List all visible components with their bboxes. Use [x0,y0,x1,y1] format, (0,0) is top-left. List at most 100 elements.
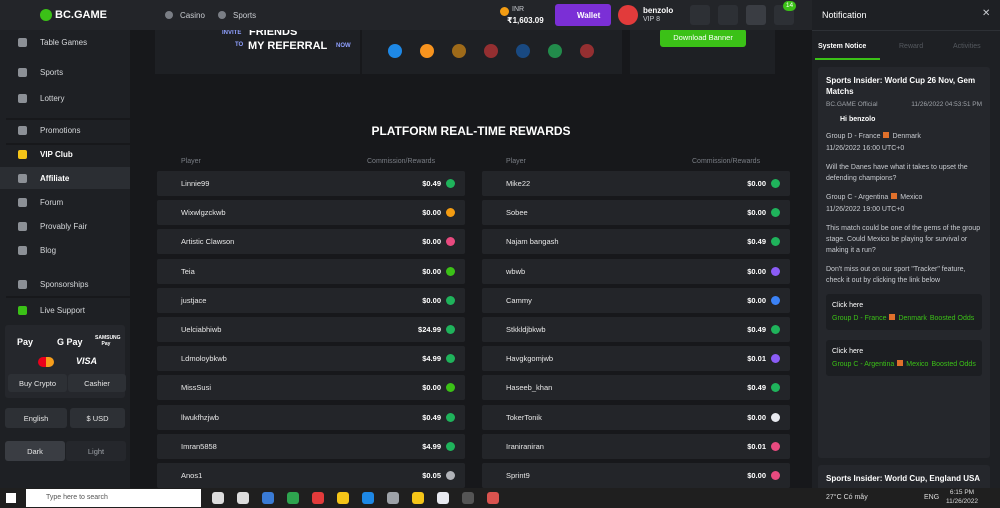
top-icon[interactable] [746,5,766,25]
taskbar-app[interactable] [212,492,224,504]
logo[interactable]: BC.GAME [55,9,107,21]
taskbar-app[interactable] [337,492,349,504]
download-button[interactable]: Download Banner [660,30,746,47]
currency[interactable]: INR [512,6,525,13]
reward-amount: $4.99 [422,354,441,364]
paragraph-text: This match could be one of the gems of t… [826,225,981,254]
tab[interactable]: Reward [899,43,924,50]
share-icon[interactable] [484,44,498,58]
username[interactable]: benzolo [643,6,674,15]
player-name: Artistic Clawson [181,237,235,247]
menu-item[interactable]: Provably Fair [0,215,130,237]
cashier[interactable]: Cashier [68,374,126,392]
taskbar-app[interactable] [237,492,249,504]
paragraph: This match could be one of the gems of t… [826,223,982,256]
taskbar-app[interactable] [362,492,374,504]
nav-link[interactable]: Sports [233,11,257,20]
menu-item[interactable]: Sports [0,61,130,83]
sidebar: Table Games Sports Lottery Promotions VIP Cl… [0,30,130,488]
taskbar-app[interactable] [487,492,499,504]
language-select[interactable]: English [5,408,67,428]
player-name: Havgkgomjwb [506,354,554,364]
banner-text: NOW [336,43,351,49]
reward-row: Sprint9 $0.00 [482,463,790,488]
theme-light[interactable]: Light [66,441,126,461]
reward-amount: $0.49 [747,325,766,334]
link-detail: Group D - France Denmark Boosted Odds [832,313,976,324]
buy-crypto[interactable]: Buy Crypto [8,374,67,392]
notice-card[interactable]: Sports Insider: World Cup, England USA [818,465,990,488]
menu-item[interactable]: Sponsorships [0,273,130,295]
paragraph: 11/26/2022 16:00 UTC+0 [826,143,982,154]
card-meta: BC.GAME Official 11/26/2022 04:53:51 PM [826,101,982,108]
notice-card[interactable]: Sports Insider: World Cup 26 Nov, Gem Ma… [818,67,990,458]
search-box[interactable]: Type here to search [26,489,201,507]
theme-dark[interactable]: Dark [5,441,65,461]
close-button[interactable]: ✕ [982,8,991,19]
menu-item[interactable]: Lottery [0,87,130,109]
taskbar-app[interactable] [412,492,424,504]
menu-item[interactable]: Affiliate [0,167,130,189]
share-icon[interactable] [516,44,530,58]
share-icon[interactable] [580,44,594,58]
coin-icon [771,325,780,334]
paragraph-text: Mexico [900,194,923,201]
taskbar-app[interactable] [287,492,299,504]
input-lang: ENG [924,494,940,501]
share-icon[interactable] [420,44,434,58]
nav-link[interactable]: Casino [180,11,205,20]
link-label[interactable]: Click here [832,348,864,355]
taskbar-app[interactable] [312,492,324,504]
link-label[interactable]: Click here [832,302,864,309]
menu-label: Promotions [40,125,81,135]
reward-row: Sobee $0.00 [482,200,790,226]
top-icon[interactable] [718,5,738,25]
start-button[interactable] [6,493,16,503]
menu-item[interactable]: Forum [0,191,130,213]
top-icon[interactable] [690,5,710,25]
menu-item[interactable]: Live Support [0,299,130,321]
reward-amount: $0.49 [422,179,441,188]
share-icon[interactable] [452,44,466,58]
wallet-button[interactable]: Wallet [555,4,611,26]
share-icon[interactable] [548,44,562,58]
reward-amount: $0.00 [747,471,766,480]
banner-text: TO [235,42,244,48]
player-name: Iraniraniran [506,441,544,451]
player-name: llwukfhzjwb [181,412,219,422]
nav-icon [218,11,226,19]
link-box[interactable]: Click here Group D - France Denmark Boosted… [826,294,982,330]
coin-icon [446,295,455,305]
reward-amount: $0.49 [747,383,766,393]
menu-item[interactable]: VIP Club [0,143,130,165]
menu-icon [18,126,27,135]
link-box[interactable]: Click here Group C - Argentina Mexico Boost… [826,340,982,376]
coin-icon [771,354,780,364]
menu-item[interactable]: Table Games [0,31,130,53]
reward-row: Havgkgomjwb $0.01 [482,346,790,372]
taskbar-app[interactable] [387,492,399,504]
taskbar-app[interactable] [437,492,449,504]
taskbar-app[interactable] [462,492,474,504]
reward-amount: $0.00 [422,383,441,393]
menu-item[interactable]: Blog [0,239,130,261]
paragraph-text: 11/26/2022 19:00 UTC+0 [826,206,905,213]
currency-select[interactable]: $ USD [70,408,125,428]
share-icon[interactable] [388,44,402,58]
greeting: Hi benzolo [840,116,876,123]
reward-amount: $0.01 [747,354,766,364]
taskbar-app[interactable] [262,492,274,504]
main-content: INVITE FRIENDS TO MY REFERRAL NOW Download Ba… [130,30,812,488]
coin-icon [446,383,455,393]
reward-row: Imran5858 $4.99 [157,433,465,459]
coin-icon [771,295,780,305]
chat-badge: 14 [783,1,796,11]
tab[interactable]: System Notice [818,43,867,50]
menu-icon [18,198,27,207]
clock-date: 11/26/2022 [945,498,979,505]
menu-item[interactable]: Promotions [0,119,130,141]
reward-row: Mike22 $0.00 [482,171,790,196]
tab[interactable]: Activities [953,43,981,50]
reward-row: TokerTonik $0.00 [482,404,790,430]
avatar[interactable] [618,5,638,25]
